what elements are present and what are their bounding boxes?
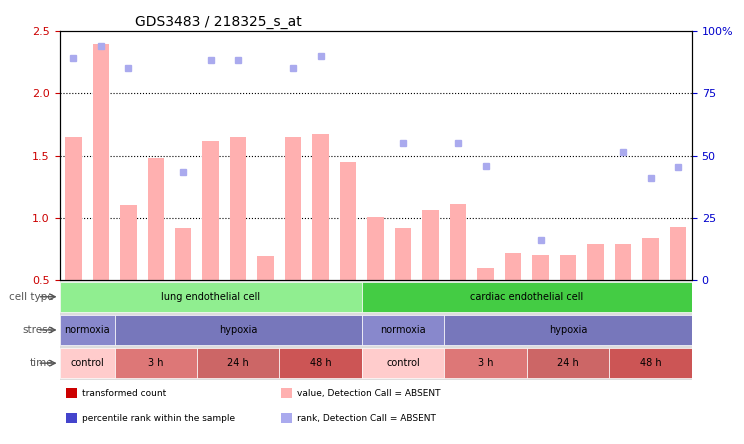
Text: control: control: [386, 358, 420, 368]
Text: cardiac endothelial cell: cardiac endothelial cell: [470, 292, 583, 302]
Bar: [395, 228, 411, 280]
Bar: [281, 413, 292, 423]
Bar: [588, 244, 604, 280]
Text: percentile rank within the sample: percentile rank within the sample: [82, 414, 235, 423]
Bar: [120, 206, 136, 280]
Bar: [560, 255, 577, 280]
Bar: [202, 141, 219, 280]
FancyBboxPatch shape: [609, 348, 692, 378]
Bar: [423, 210, 439, 280]
Text: value, Detection Call = ABSENT: value, Detection Call = ABSENT: [297, 389, 440, 398]
FancyBboxPatch shape: [444, 315, 692, 345]
Bar: [147, 158, 164, 280]
FancyBboxPatch shape: [362, 282, 692, 312]
FancyBboxPatch shape: [280, 348, 362, 378]
Text: hypoxia: hypoxia: [219, 325, 257, 335]
Bar: [368, 217, 384, 280]
FancyBboxPatch shape: [60, 282, 362, 312]
Text: normoxia: normoxia: [64, 325, 110, 335]
Text: rank, Detection Call = ABSENT: rank, Detection Call = ABSENT: [297, 414, 435, 423]
Text: cell type: cell type: [9, 292, 54, 302]
FancyBboxPatch shape: [197, 348, 280, 378]
Bar: [257, 257, 274, 280]
Text: normoxia: normoxia: [380, 325, 426, 335]
FancyBboxPatch shape: [115, 315, 362, 345]
Text: control: control: [70, 358, 104, 368]
Text: 24 h: 24 h: [557, 358, 579, 368]
Bar: [281, 388, 292, 398]
Bar: [92, 44, 109, 280]
FancyBboxPatch shape: [444, 348, 527, 378]
Bar: [285, 137, 301, 280]
Bar: [312, 135, 329, 280]
Bar: [533, 255, 549, 280]
Text: 48 h: 48 h: [310, 358, 332, 368]
Text: time: time: [30, 358, 54, 368]
Bar: [670, 226, 687, 280]
Bar: [65, 137, 82, 280]
Bar: [478, 268, 494, 280]
Bar: [642, 238, 659, 280]
Text: transformed count: transformed count: [82, 389, 166, 398]
Bar: [230, 137, 246, 280]
FancyBboxPatch shape: [60, 315, 115, 345]
Text: 3 h: 3 h: [148, 358, 164, 368]
Text: 3 h: 3 h: [478, 358, 493, 368]
FancyBboxPatch shape: [527, 348, 609, 378]
FancyBboxPatch shape: [362, 315, 444, 345]
Bar: [175, 228, 191, 280]
FancyBboxPatch shape: [115, 348, 197, 378]
Text: 48 h: 48 h: [640, 358, 661, 368]
Bar: [340, 162, 356, 280]
Bar: [615, 244, 632, 280]
FancyBboxPatch shape: [60, 348, 115, 378]
Bar: [66, 388, 77, 398]
Text: GDS3483 / 218325_s_at: GDS3483 / 218325_s_at: [135, 15, 302, 29]
Text: stress: stress: [22, 325, 54, 335]
Bar: [66, 413, 77, 423]
Text: lung endothelial cell: lung endothelial cell: [161, 292, 260, 302]
Bar: [450, 204, 466, 280]
Text: hypoxia: hypoxia: [549, 325, 587, 335]
Text: 24 h: 24 h: [228, 358, 249, 368]
FancyBboxPatch shape: [362, 348, 444, 378]
Bar: [505, 253, 522, 280]
